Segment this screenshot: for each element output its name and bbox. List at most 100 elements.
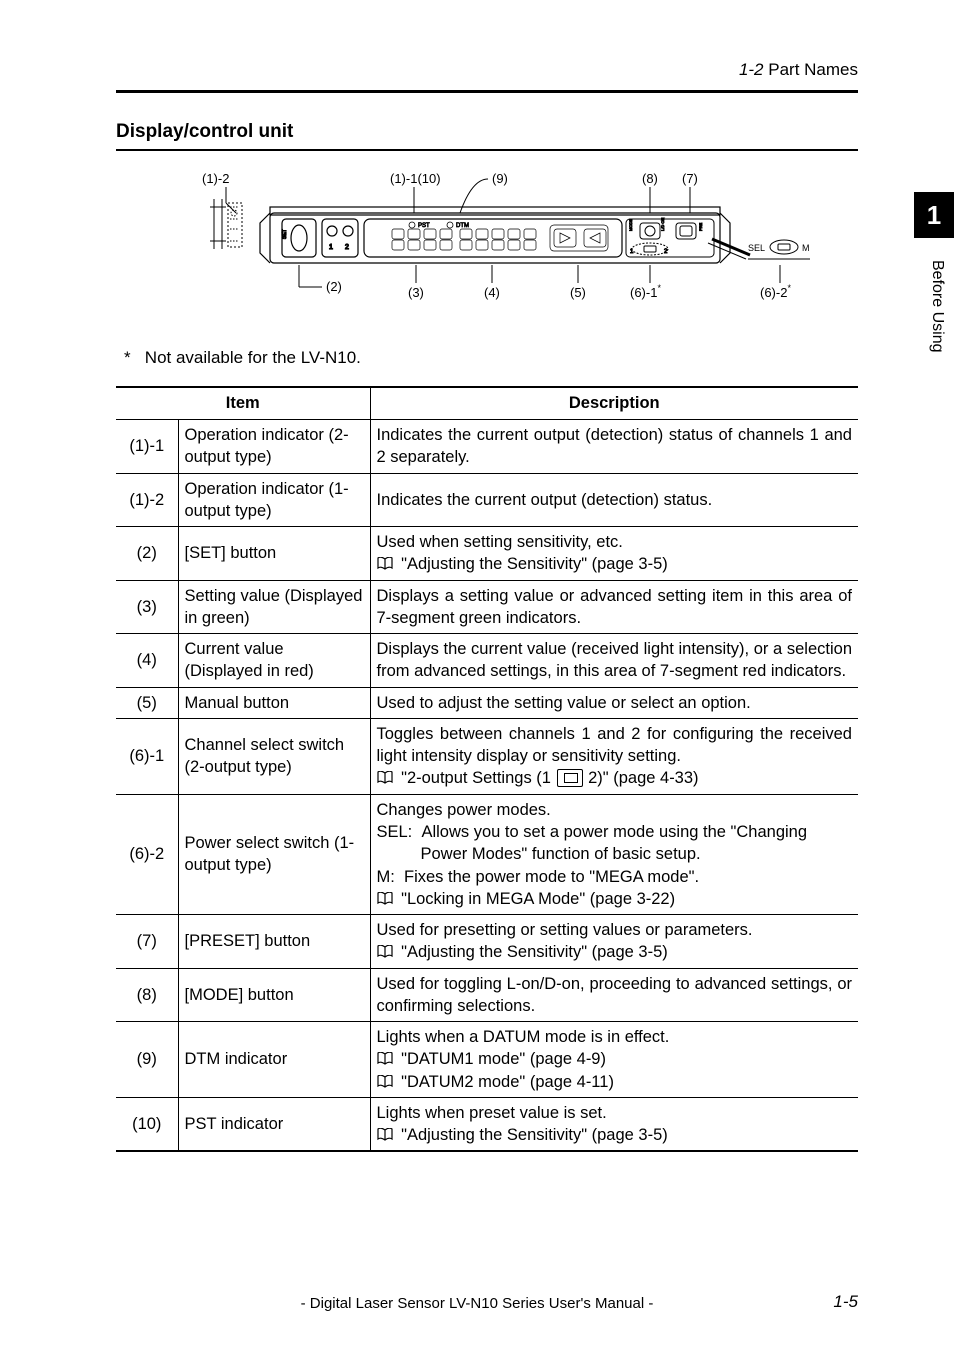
desc-reference: "Adjusting the Sensitivity" (page 3-5) [377,941,853,963]
table-row: (3)Setting value (Displayed in green)Dis… [116,580,858,634]
table-row: (7)[PRESET] buttonUsed for presetting or… [116,915,858,969]
callout-6-2: (6)-2* [760,283,791,300]
row-index: (1)-2 [116,473,178,527]
table-row: (5)Manual button Used to adjust the setti… [116,687,858,718]
row-name: Power select switch (1-output type) [178,794,370,914]
row-desc: Indicates the current output (detection)… [370,473,858,527]
row-name: DTM indicator [178,1022,370,1098]
row-index: (6)-1 [116,718,178,794]
page-number: 1-5 [833,1292,858,1312]
table-row: (6)-2Power select switch (1-output type)… [116,794,858,914]
table-row: (9)DTM indicator Lights when a DATUM mode… [116,1022,858,1098]
desc-text: Displays a setting value or advanced set… [377,585,853,630]
row-name: Operation indicator (1-output type) [178,473,370,527]
row-name: Manual button [178,687,370,718]
desc-text: Lights when preset value is set. [377,1102,853,1124]
reference-icon [377,892,393,905]
table-row: (1)-2Operation indicator (1-output type)… [116,473,858,527]
th-desc: Description [370,387,858,420]
header-rule [116,90,858,93]
row-index: (2) [116,527,178,581]
desc-reference: "Adjusting the Sensitivity" (page 3-5) [377,1124,853,1146]
desc-reference: "DATUM1 mode" (page 4-9) [377,1048,853,1070]
desc-reference: "DATUM2 mode" (page 4-11) [377,1071,853,1093]
row-index: (9) [116,1022,178,1098]
reference-icon [377,557,393,570]
reference-icon [377,771,393,784]
row-name: [PRESET] button [178,915,370,969]
table-row: (8)[MODE] buttonUsed for toggling L-on/D… [116,968,858,1022]
svg-text:SET: SET [282,229,288,239]
section-heading: Display/control unit [116,121,858,143]
desc-reference: "Locking in MEGA Mode" (page 3-22) [377,888,853,910]
callout-5: (5) [570,285,586,300]
svg-text:1: 1 [329,244,333,251]
parts-table: Item Description (1)-1Operation indicato… [116,386,858,1152]
row-desc: Lights when preset value is set. "Adjust… [370,1097,858,1151]
row-index: (6)-2 [116,794,178,914]
switch-box-icon [557,769,583,787]
reference-icon [377,945,393,958]
desc-text: Lights when a DATUM mode is in effect. [377,1026,853,1048]
table-row: (2)[SET] button Used when setting sensiti… [116,527,858,581]
diagram-footnote: * Not available for the LV-N10. [124,348,858,368]
svg-text:2: 2 [345,244,349,251]
svg-text:M: M [802,243,810,253]
svg-text:1: 1 [630,249,634,255]
svg-text:PRE: PRE [698,222,703,231]
row-desc: Displays a setting value or advanced set… [370,580,858,634]
row-desc: Used for toggling L-on/D-on, proceeding … [370,968,858,1022]
callout-8: (8) [642,171,658,186]
callout-1-2: (1)-2 [202,171,229,186]
reference-icon [377,1052,393,1065]
row-index: (4) [116,634,178,688]
callout-4: (4) [484,285,500,300]
desc-reference: "2-output Settings (1 2)" (page 4-33) [377,767,853,789]
row-index: (10) [116,1097,178,1151]
svg-text:MODE: MODE [628,219,633,231]
row-name: Channel select switch(2-output type) [178,718,370,794]
row-desc: Toggles between channels 1 and 2 for con… [370,718,858,794]
desc-hang: SEL: Allows you to set a power mode usin… [377,821,853,866]
reference-icon [377,1075,393,1088]
callout-3: (3) [408,285,424,300]
desc-text: Indicates the current output (detection)… [377,424,853,469]
callout-9: (9) [492,171,508,186]
row-desc: Displays the current value (received lig… [370,634,858,688]
row-index: (8) [116,968,178,1022]
row-index: (3) [116,580,178,634]
table-row: (4)Current value (Displayed in red)Displ… [116,634,858,688]
reference-icon [377,1128,393,1141]
desc-text: Used for presetting or setting values or… [377,919,853,941]
device-diagram: (1)-2 (1)-1(10) (9) (8) (7) [152,169,858,334]
desc-text: Changes power modes. [377,799,853,821]
callout-7: (7) [682,171,698,186]
desc-hang: M: Fixes the power mode to "MEGA mode". [377,866,853,888]
svg-text:SEL: SEL [748,243,765,253]
desc-text: Used to adjust the setting value or sele… [377,692,853,714]
table-row: (10)PST indicatorLights when preset valu… [116,1097,858,1151]
row-index: (1)-1 [116,420,178,474]
desc-text: Used when setting sensitivity, etc. [377,531,853,553]
desc-text: Toggles between channels 1 and 2 for con… [377,723,853,768]
callout-2: (2) [326,279,342,294]
callout-1-1-10: (1)-1(10) [390,171,441,186]
row-desc: Changes power modes.SEL: Allows you to s… [370,794,858,914]
header-section-ref: 1-2 [739,60,764,79]
row-name: [MODE] button [178,968,370,1022]
row-name: [SET] button [178,527,370,581]
footer-text: - Digital Laser Sensor LV-N10 Series Use… [0,1295,954,1312]
svg-text:DTM: DTM [456,223,469,229]
row-desc: Indicates the current output (detection)… [370,420,858,474]
desc-reference: "Adjusting the Sensitivity" (page 3-5) [377,553,853,575]
svg-text:PST: PST [418,223,430,229]
row-index: (5) [116,687,178,718]
desc-text: Used for toggling L-on/D-on, proceeding … [377,973,853,1018]
svg-text:L/D ON: L/D ON [660,218,665,231]
table-row: (6)-1Channel select switch(2-output type… [116,718,858,794]
desc-text: Displays the current value (received lig… [377,638,853,683]
row-name: Current value (Displayed in red) [178,634,370,688]
row-desc: Used to adjust the setting value or sele… [370,687,858,718]
header-section-title: Part Names [768,60,858,79]
page-header: 1-2 Part Names [116,60,858,80]
